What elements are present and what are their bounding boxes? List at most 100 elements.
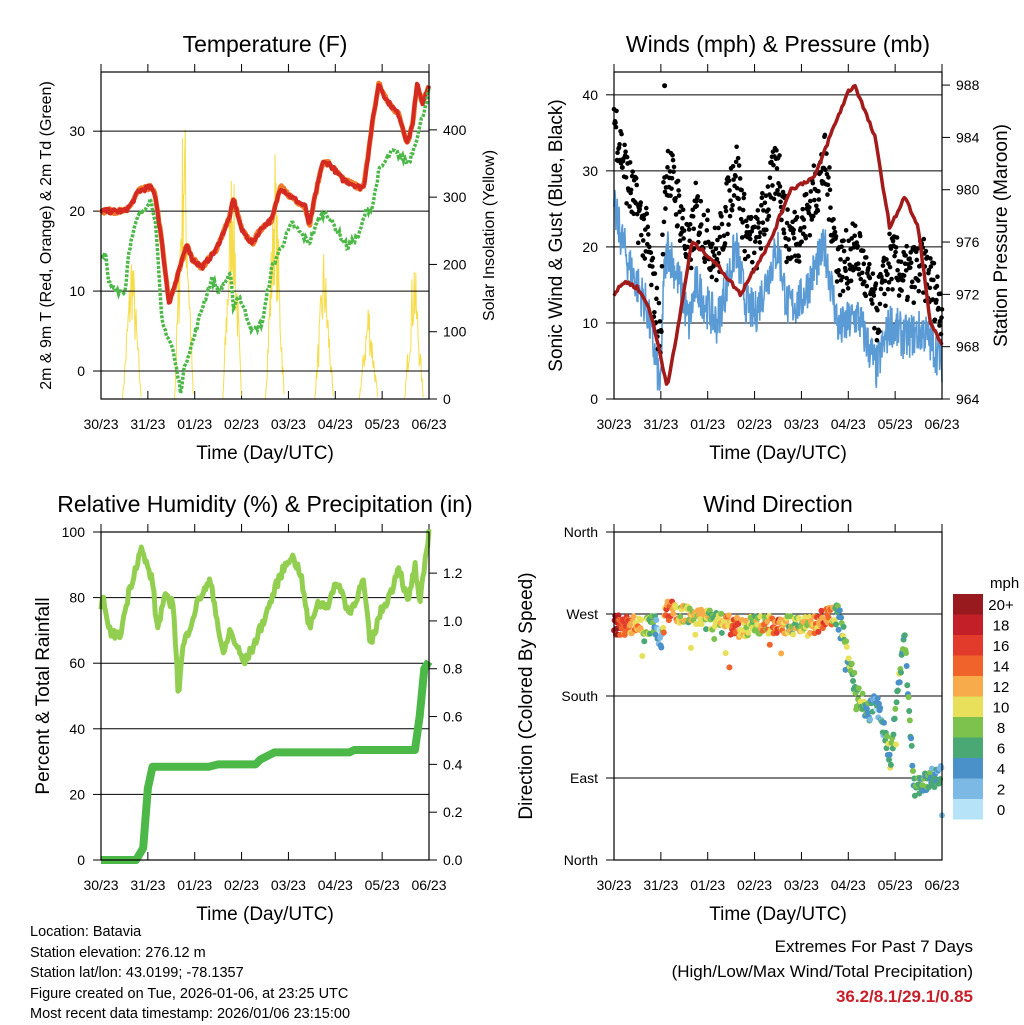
gust-point	[801, 217, 807, 222]
direction-point	[851, 669, 858, 676]
gust-point	[677, 238, 683, 243]
legend-label: 12	[993, 679, 1010, 696]
gust-point	[885, 286, 891, 292]
gust-point	[914, 257, 920, 263]
gust-point	[631, 211, 636, 217]
gust-point	[742, 256, 748, 262]
gust-point	[836, 268, 841, 273]
legend-label: 20+	[988, 597, 1014, 614]
gust-point	[861, 279, 867, 285]
direction-point	[764, 618, 771, 625]
direction-point	[734, 614, 740, 621]
gust-point	[790, 230, 796, 236]
gust-point	[757, 234, 762, 240]
gust-point	[887, 264, 893, 270]
y-axis-label: Direction (Colored By Speed)	[516, 572, 537, 819]
gust-point	[643, 205, 649, 211]
direction-point	[795, 615, 802, 622]
gust-point	[617, 142, 622, 147]
gust-point	[904, 243, 909, 249]
y-axis-label: 2m & 9m T (Red, Orange) & 2m Td (Green)	[38, 81, 55, 390]
y2-axis-label: Station Pressure (Maroon)	[991, 124, 1012, 347]
y-tick-label: 0	[590, 391, 598, 407]
gust-point	[844, 275, 849, 281]
direction-point	[884, 733, 891, 740]
legend-label: 0	[997, 802, 1005, 819]
solar-insolation-line	[358, 309, 379, 400]
x-tick-label: 30/23	[83, 877, 118, 893]
gust-point	[766, 213, 772, 219]
gust-point	[713, 246, 719, 252]
gust-point	[796, 259, 802, 264]
gust-point	[640, 238, 646, 243]
gust-point	[916, 288, 922, 294]
direction-point	[908, 735, 915, 742]
gust-point	[887, 231, 892, 237]
x-tick-label: 05/23	[878, 877, 913, 893]
gust-point	[723, 204, 728, 210]
direction-point	[909, 762, 916, 769]
gust-point	[826, 175, 831, 180]
direction-point	[835, 626, 842, 633]
gust-point	[758, 230, 763, 235]
gust-point	[880, 263, 886, 268]
gust-point	[694, 203, 700, 209]
gust-point	[659, 264, 665, 269]
direction-point	[725, 612, 732, 619]
gust-point	[615, 150, 620, 155]
direction-point	[886, 756, 893, 763]
gust-point	[641, 216, 647, 222]
direction-point	[807, 629, 814, 636]
legend-label: 10	[993, 700, 1010, 717]
gust-point	[760, 220, 766, 225]
direction-point	[896, 679, 903, 686]
gust-point	[709, 274, 715, 280]
gust-point	[814, 203, 819, 209]
gust-point	[872, 325, 877, 331]
gust-point	[688, 265, 694, 271]
gust-point	[842, 259, 847, 265]
gust-point	[660, 232, 665, 238]
direction-point	[658, 644, 665, 651]
gust-point	[649, 282, 654, 288]
gust-point	[791, 235, 797, 241]
gust-point	[928, 264, 934, 269]
gust-point	[783, 243, 789, 249]
gust-point	[858, 276, 864, 282]
y-tick-label: 20	[582, 239, 598, 255]
gust-point	[784, 259, 789, 265]
direction-point	[848, 660, 855, 667]
gust-point	[730, 202, 735, 208]
gust-point	[671, 169, 676, 175]
gust-point	[755, 208, 761, 213]
x-tick-label: 04/23	[318, 877, 353, 893]
gust-point	[681, 236, 686, 241]
gust-point	[741, 195, 746, 201]
gust-point	[794, 214, 800, 220]
y-tick-label: 30	[69, 123, 85, 139]
y-tick-label: 10	[582, 315, 598, 331]
gust-point	[756, 225, 761, 230]
gust-point	[687, 238, 692, 244]
gust-point	[765, 184, 771, 189]
x-axis-label: Time (Day/UTC)	[196, 443, 334, 464]
gust-point	[680, 207, 686, 212]
gust-point	[774, 166, 780, 171]
y2-tick-label: 964	[956, 391, 980, 407]
direction-point	[905, 694, 912, 701]
gust-point	[911, 300, 917, 305]
direction-point	[757, 613, 764, 620]
gust-point	[841, 238, 846, 243]
gust-point	[719, 221, 725, 227]
gust-point	[884, 257, 889, 262]
gust-point	[900, 278, 906, 283]
direction-point	[880, 719, 887, 726]
gust-point	[759, 195, 765, 201]
chart-title: Winds (mph) & Pressure (mb)	[626, 31, 930, 57]
legend-swatch	[953, 737, 983, 758]
gust-point	[622, 142, 627, 148]
direction-point	[886, 751, 893, 758]
gust-point	[912, 284, 918, 290]
y-tick-label: 20	[69, 203, 85, 219]
y-tick-label: 30	[582, 163, 598, 179]
